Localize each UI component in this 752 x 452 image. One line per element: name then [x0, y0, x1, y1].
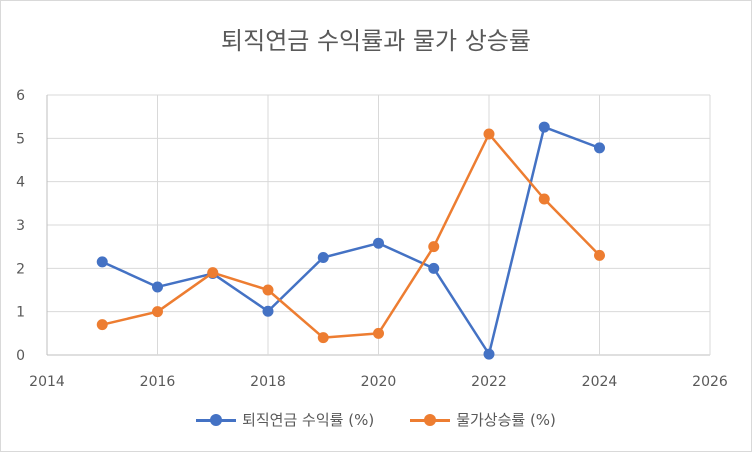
data-point-series-2 — [373, 327, 384, 339]
data-point-series-1 — [594, 142, 605, 154]
data-point-series-2 — [262, 284, 274, 296]
data-point-series-2 — [207, 267, 219, 279]
data-point-series-1 — [428, 262, 440, 274]
data-point-series-2 — [428, 241, 440, 253]
data-point-series-1 — [317, 252, 329, 263]
legend-label-series-2: 물가상승률 (%) — [456, 411, 556, 429]
data-point-series-1 — [483, 348, 495, 360]
series-line-2 — [101, 132, 601, 339]
data-point-series-1 — [538, 121, 550, 133]
x-tick-label: 2024 — [582, 374, 618, 390]
x-tick-label: 2018 — [250, 374, 286, 390]
chart-legend: 퇴직연금 수익률 (%) 물가상승률 (%) — [1, 409, 751, 430]
x-tick-label: 2016 — [140, 374, 176, 390]
legend-swatch-series-2 — [410, 413, 451, 427]
y-tick-label: 2 — [16, 261, 25, 277]
legend-item-series-2: 물가상승률 (%) — [410, 409, 556, 430]
data-point-series-2 — [483, 128, 495, 140]
x-tick-label: 2022 — [471, 374, 507, 390]
y-tick-label: 6 — [16, 88, 25, 104]
data-point-series-2 — [317, 332, 329, 344]
y-tick-label: 1 — [16, 305, 25, 321]
legend-label-series-1: 퇴직연금 수익률 (%) — [242, 411, 375, 429]
y-tick-label: 3 — [16, 218, 25, 234]
series-line-1 — [101, 125, 600, 356]
data-point-series-2 — [152, 306, 163, 318]
y-tick-label: 5 — [16, 131, 25, 147]
data-point-series-2 — [96, 319, 108, 331]
x-tick-label: 2014 — [29, 374, 65, 390]
y-tick-label: 0 — [16, 348, 25, 364]
legend-swatch-series-1 — [196, 413, 237, 427]
x-tick-label: 2026 — [692, 374, 728, 390]
x-tick-label: 2020 — [361, 374, 397, 390]
data-point-series-1 — [262, 305, 274, 317]
data-point-series-1 — [96, 256, 108, 268]
data-point-series-1 — [373, 237, 384, 249]
chart-title: 퇴직연금 수익률과 물가 상승률 — [221, 27, 531, 55]
y-tick-label: 4 — [16, 175, 25, 191]
data-point-series-1 — [152, 281, 163, 293]
data-point-series-2 — [594, 249, 605, 261]
data-point-series-2 — [538, 193, 550, 205]
legend-item-series-1: 퇴직연금 수익률 (%) — [196, 409, 374, 430]
